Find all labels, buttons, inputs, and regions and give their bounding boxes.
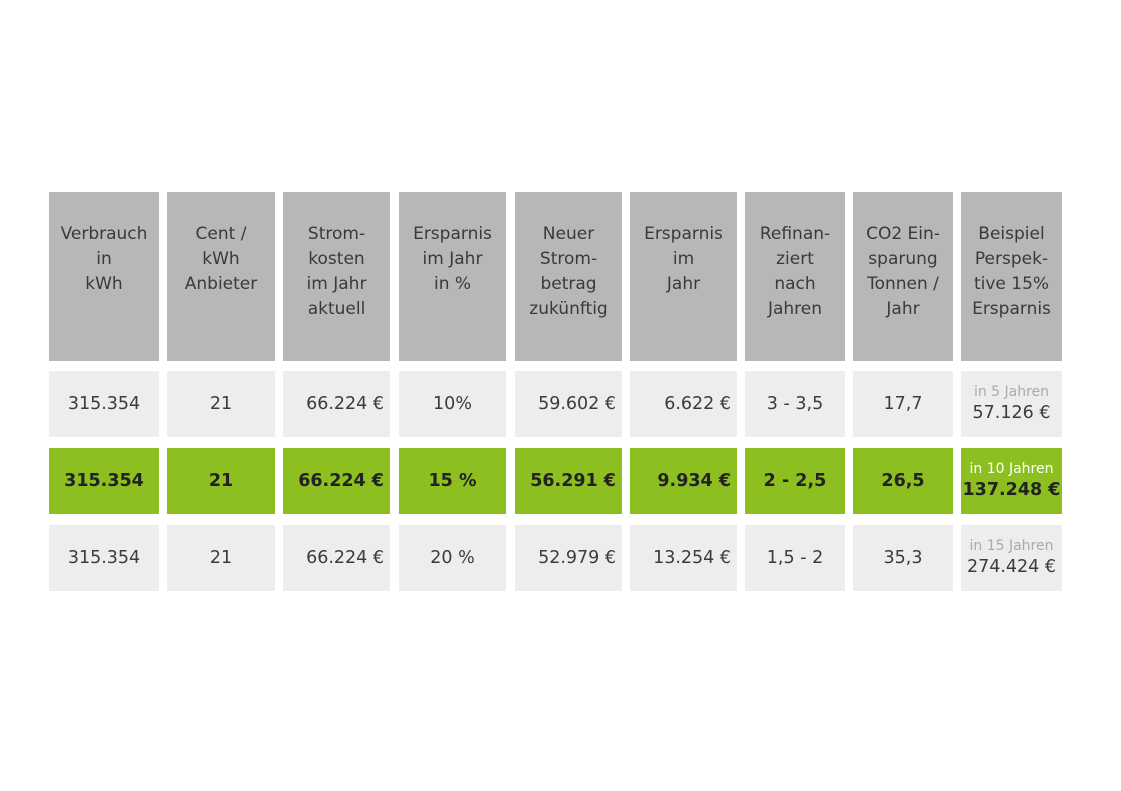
perspektive-value: 57.126 €	[972, 403, 1051, 423]
perspektive-label: in 15 Jahren	[969, 538, 1054, 554]
cell-cent-kwh: 21	[167, 371, 275, 437]
header-verbrauch: Verbrauch in kWh	[49, 192, 159, 361]
cell-perspektive: in 5 Jahren 57.126 €	[961, 371, 1062, 437]
cell-refinanziert: 2 - 2,5	[745, 448, 845, 514]
perspektive-value: 274.424 €	[966, 557, 1057, 577]
perspektive-label: in 5 Jahren	[973, 384, 1050, 400]
header-perspektive: Beispiel Perspek- tive 15% Ersparnis	[961, 192, 1062, 361]
cell-neuer-strombetrag: 56.291 €	[515, 448, 622, 514]
cell-perspektive: in 10 Jahren 137.248 €	[961, 448, 1062, 514]
cell-cent-kwh: 21	[167, 525, 275, 591]
cell-verbrauch: 315.354	[49, 448, 159, 514]
header-neuer-strombetrag: Neuer Strom- betrag zukünftig	[515, 192, 622, 361]
cell-ersparnis-jahr: 9.934 €	[630, 448, 737, 514]
cell-stromkosten: 66.224 €	[283, 371, 390, 437]
cell-ersparnis-prozent: 20 %	[399, 525, 506, 591]
cell-verbrauch: 315.354	[49, 525, 159, 591]
header-refinanziert: Refinan- ziert nach Jahren	[745, 192, 845, 361]
cell-stromkosten: 66.224 €	[283, 448, 390, 514]
cell-co2: 17,7	[853, 371, 953, 437]
cell-ersparnis-prozent: 10%	[399, 371, 506, 437]
cell-ersparnis-prozent: 15 %	[399, 448, 506, 514]
cell-ersparnis-jahr: 6.622 €	[630, 371, 737, 437]
perspektive-value: 137.248 €	[962, 480, 1061, 500]
cell-co2: 35,3	[853, 525, 953, 591]
perspektive-label: in 10 Jahren	[969, 461, 1054, 477]
header-ersparnis-prozent: Ersparnis im Jahr in %	[399, 192, 506, 361]
cell-neuer-strombetrag: 52.979 €	[515, 525, 622, 591]
cell-neuer-strombetrag: 59.602 €	[515, 371, 622, 437]
cell-verbrauch: 315.354	[49, 371, 159, 437]
header-cent-kwh: Cent / kWh Anbieter	[167, 192, 275, 361]
header-ersparnis-jahr: Ersparnis im Jahr	[630, 192, 737, 361]
cell-perspektive: in 15 Jahren 274.424 €	[961, 525, 1062, 591]
cell-refinanziert: 1,5 - 2	[745, 525, 845, 591]
cell-co2: 26,5	[853, 448, 953, 514]
cell-ersparnis-jahr: 13.254 €	[630, 525, 737, 591]
cell-refinanziert: 3 - 3,5	[745, 371, 845, 437]
header-stromkosten: Strom- kosten im Jahr aktuell	[283, 192, 390, 361]
cell-cent-kwh: 21	[167, 448, 275, 514]
header-co2: CO2 Ein- sparung Tonnen / Jahr	[853, 192, 953, 361]
cell-stromkosten: 66.224 €	[283, 525, 390, 591]
